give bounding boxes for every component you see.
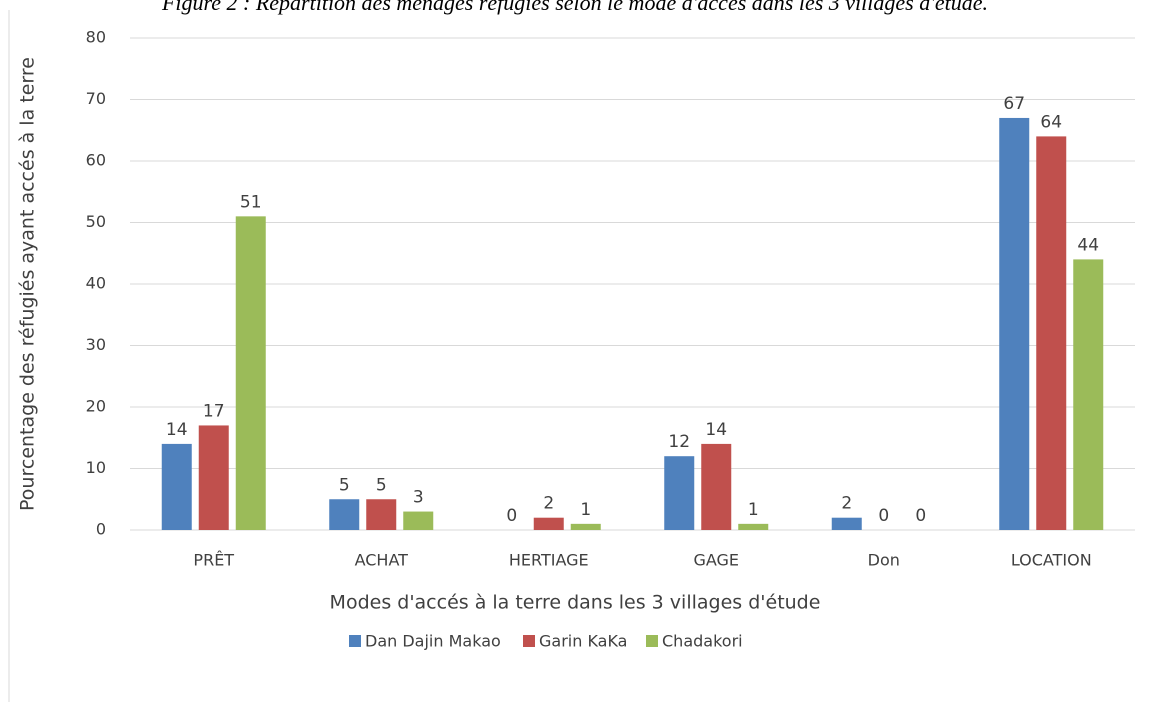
x-tick-label: ACHAT <box>355 551 409 570</box>
bar <box>198 425 229 530</box>
data-label: 2 <box>841 494 852 514</box>
bar <box>1073 259 1104 530</box>
data-label: 44 <box>1077 235 1099 255</box>
bar <box>366 499 397 530</box>
data-label: 5 <box>339 475 350 495</box>
data-label: 64 <box>1040 112 1062 132</box>
y-tick-label: 10 <box>86 458 106 477</box>
legend-label: Dan Dajin Makao <box>365 632 501 651</box>
data-label: 14 <box>705 420 727 440</box>
data-label: 0 <box>506 506 517 526</box>
x-tick-label: Don <box>868 551 900 570</box>
x-axis-title: Modes d'accés à la terre dans les 3 vill… <box>330 592 821 614</box>
data-label: 12 <box>668 432 690 452</box>
bar <box>831 517 862 530</box>
data-label: 17 <box>203 401 225 421</box>
bar <box>999 117 1030 530</box>
y-tick-label: 60 <box>86 151 106 170</box>
bar <box>329 499 360 530</box>
data-label: 1 <box>580 500 591 520</box>
bar <box>1036 136 1067 530</box>
bar <box>403 511 434 530</box>
chart-title: Figure 2 : Répartition des ménages réfug… <box>161 0 988 15</box>
data-label: 0 <box>878 506 889 526</box>
x-tick-label: PRÊT <box>193 551 234 570</box>
y-tick-label: 70 <box>86 89 106 108</box>
legend-swatch <box>523 635 535 647</box>
legend-swatch <box>349 635 361 647</box>
y-axis-title: Pourcentage des réfugiés ayant accés à l… <box>17 57 39 511</box>
data-label: 5 <box>376 475 387 495</box>
bar <box>738 523 769 530</box>
x-tick-label: HERTIAGE <box>509 551 589 570</box>
y-tick-label: 40 <box>86 274 106 293</box>
y-tick-label: 50 <box>86 212 106 231</box>
data-label: 14 <box>166 420 188 440</box>
y-tick-label: 30 <box>86 335 106 354</box>
bar <box>570 523 601 530</box>
data-label: 51 <box>240 192 262 212</box>
legend-label: Garin KaKa <box>539 632 627 651</box>
data-label: 2 <box>543 494 554 514</box>
legend-label: Chadakori <box>662 632 743 651</box>
y-tick-label: 80 <box>86 28 106 47</box>
x-tick-label: GAGE <box>693 551 739 570</box>
x-tick-label: LOCATION <box>1011 551 1092 570</box>
legend-swatch <box>646 635 658 647</box>
bar <box>235 216 266 530</box>
data-label: 67 <box>1003 94 1025 114</box>
bar <box>664 456 695 530</box>
data-label: 1 <box>748 500 759 520</box>
data-label: 3 <box>413 488 424 508</box>
bar <box>533 517 564 530</box>
data-label: 0 <box>915 506 926 526</box>
y-tick-label: 20 <box>86 397 106 416</box>
bar <box>701 443 732 530</box>
y-tick-label: 0 <box>96 520 106 539</box>
bar <box>161 443 192 530</box>
